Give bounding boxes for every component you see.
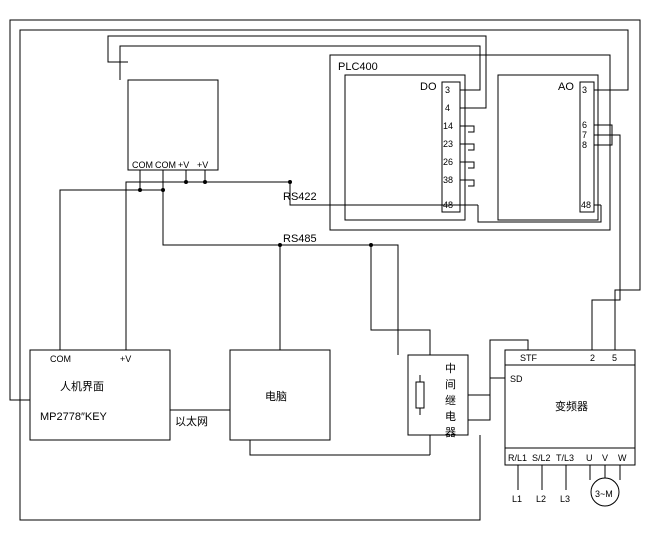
ao-pin-4: 48 (581, 200, 591, 210)
top-block-t0: COM (132, 160, 153, 170)
relay-box (408, 355, 468, 435)
ao-pin-0: 3 (582, 85, 587, 95)
vfd-b5: W (618, 453, 627, 463)
relay-label-4: 器 (445, 426, 456, 439)
do-pin-1: 4 (445, 103, 450, 113)
do-pin-4: 26 (443, 157, 453, 167)
top-block-t2: +V (178, 160, 189, 170)
vfd-b1: S/L2 (532, 453, 551, 463)
do-pin-2: 14 (443, 121, 453, 131)
vfd-b2: T/L3 (556, 453, 574, 463)
vfd-t2: 2 (590, 353, 595, 363)
motor-label: 3~M (595, 489, 613, 499)
top-block-t3: +V (197, 160, 208, 170)
do-label: DO (420, 81, 437, 93)
hmi-line2: MP2778″KEY (40, 411, 108, 423)
relay-label-1: 间 (445, 378, 456, 391)
ao-pin-3: 8 (582, 140, 587, 150)
do-pin-0: 3 (445, 85, 450, 95)
hmi-pv: +V (120, 354, 131, 364)
rs485-label: RS485 (283, 233, 317, 245)
rs422-label: RS422 (283, 191, 317, 203)
relay-label-2: 继 (445, 394, 456, 407)
ao-label: AO (558, 81, 574, 93)
mains-0: L1 (512, 494, 522, 504)
relay-label-0: 中 (445, 362, 456, 375)
hmi-line1: 人机界面 (60, 379, 104, 393)
do-pin-5: 38 (443, 175, 453, 185)
vfd-b4: V (602, 453, 608, 463)
mains-1: L2 (536, 494, 546, 504)
relay-coil (416, 382, 424, 408)
top-block (128, 80, 218, 170)
vfd-b3: U (586, 453, 593, 463)
do-pin-3: 23 (443, 139, 453, 149)
computer-label: 电脑 (265, 390, 287, 403)
relay-label-3: 电 (445, 410, 456, 423)
ao-pin-2: 7 (582, 130, 587, 140)
vfd-name: 变频器 (555, 399, 588, 413)
vfd-stf: STF (520, 353, 538, 363)
mains-2: L3 (560, 494, 570, 504)
hmi-net: 以太网 (175, 415, 208, 428)
hmi-com: COM (50, 354, 71, 364)
top-block-t1: COM (155, 160, 176, 170)
vfd-t5: 5 (612, 353, 617, 363)
vfd-sd: SD (510, 374, 523, 384)
ao-pin-1: 6 (582, 120, 587, 130)
vfd-b0: R/L1 (508, 453, 527, 463)
plc400-title: PLC400 (338, 61, 378, 73)
